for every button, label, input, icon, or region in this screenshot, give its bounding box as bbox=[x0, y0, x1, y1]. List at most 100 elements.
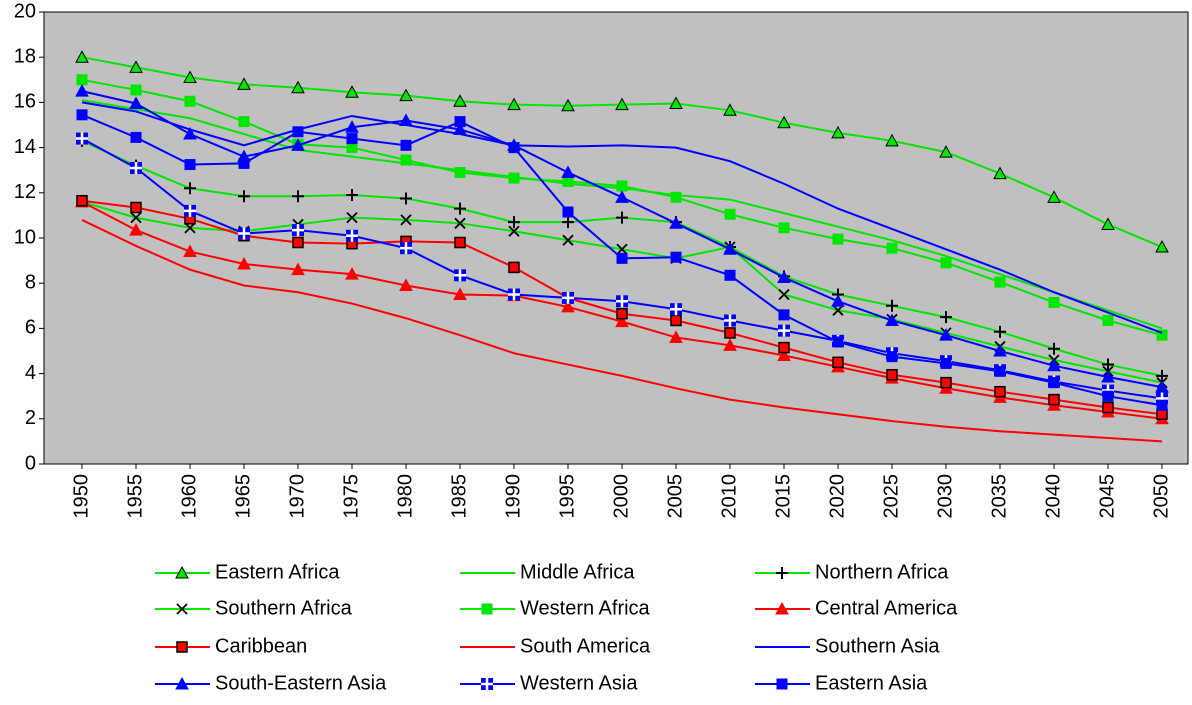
marker bbox=[616, 295, 628, 308]
marker bbox=[562, 206, 574, 218]
marker bbox=[130, 84, 142, 96]
marker bbox=[1155, 239, 1169, 253]
marker bbox=[129, 96, 143, 110]
marker bbox=[508, 225, 520, 237]
marker bbox=[831, 125, 845, 139]
marker bbox=[291, 138, 305, 151]
series bbox=[76, 134, 1168, 382]
marker-part bbox=[454, 269, 466, 282]
marker bbox=[670, 191, 682, 203]
marker bbox=[292, 224, 304, 237]
marker-part bbox=[616, 295, 628, 308]
marker bbox=[184, 204, 196, 217]
marker-part bbox=[670, 303, 682, 316]
legend-item: Eastern Asia bbox=[755, 672, 928, 694]
marker bbox=[346, 142, 358, 154]
legend-label: Eastern Africa bbox=[215, 561, 340, 583]
marker bbox=[400, 242, 412, 255]
marker bbox=[346, 229, 358, 242]
marker-part bbox=[130, 161, 142, 174]
marker bbox=[561, 98, 575, 112]
y-tick-label: 6 bbox=[25, 317, 36, 339]
marker bbox=[723, 103, 737, 116]
marker bbox=[454, 116, 466, 128]
marker bbox=[130, 212, 142, 224]
x-tick-label: 2020 bbox=[826, 474, 848, 519]
marker bbox=[831, 294, 845, 307]
marker bbox=[669, 96, 683, 110]
marker bbox=[76, 74, 88, 86]
marker bbox=[346, 212, 358, 224]
marker bbox=[1156, 399, 1168, 411]
legend-label: Middle Africa bbox=[520, 561, 635, 583]
legend-label: Western Asia bbox=[520, 672, 638, 694]
marker bbox=[723, 338, 737, 351]
x-tick-label: 2025 bbox=[880, 474, 902, 519]
series-line bbox=[81, 219, 1163, 443]
y-tick-label: 0 bbox=[25, 452, 36, 474]
marker bbox=[508, 142, 520, 154]
series bbox=[75, 50, 1169, 253]
marker bbox=[129, 60, 143, 73]
legend-item: Middle Africa bbox=[460, 561, 635, 583]
marker bbox=[832, 356, 844, 369]
marker bbox=[885, 133, 899, 147]
marker bbox=[1048, 393, 1060, 406]
marker bbox=[454, 269, 466, 282]
marker bbox=[886, 242, 898, 254]
legend-item: Southern Asia bbox=[755, 635, 940, 657]
marker bbox=[453, 122, 467, 136]
marker bbox=[778, 324, 790, 337]
marker bbox=[669, 330, 683, 343]
x-tick-label: 1965 bbox=[232, 474, 254, 519]
legend-label: South-Eastern Asia bbox=[215, 672, 387, 694]
marker-part bbox=[481, 678, 493, 690]
marker bbox=[616, 307, 628, 320]
y-tick-label: 20 bbox=[14, 0, 36, 22]
legend-item: Central America bbox=[755, 597, 958, 619]
marker bbox=[292, 236, 304, 249]
marker bbox=[723, 242, 737, 255]
marker bbox=[615, 190, 629, 203]
marker bbox=[400, 154, 412, 166]
y-tick-label: 16 bbox=[14, 91, 36, 113]
marker bbox=[183, 70, 197, 84]
marker bbox=[778, 288, 790, 301]
marker bbox=[1101, 217, 1115, 230]
marker-part bbox=[76, 132, 88, 145]
x-tick-label: 2030 bbox=[934, 474, 956, 519]
marker bbox=[76, 132, 88, 145]
series bbox=[76, 74, 1168, 341]
marker bbox=[670, 314, 682, 327]
marker bbox=[994, 276, 1006, 288]
marker bbox=[616, 243, 628, 255]
marker bbox=[238, 116, 250, 128]
marker bbox=[508, 261, 520, 274]
marker bbox=[724, 269, 736, 281]
series bbox=[81, 101, 1163, 334]
marker bbox=[1047, 190, 1061, 203]
marker bbox=[130, 201, 142, 214]
marker bbox=[940, 376, 952, 389]
marker bbox=[1047, 358, 1061, 372]
x-tick-label: 1995 bbox=[556, 474, 578, 519]
marker bbox=[1101, 369, 1115, 383]
marker bbox=[777, 348, 791, 362]
marker-part bbox=[562, 291, 574, 304]
marker bbox=[939, 328, 953, 341]
marker bbox=[615, 97, 629, 111]
marker bbox=[1155, 380, 1169, 393]
marker bbox=[75, 50, 89, 63]
legend-label: South America bbox=[520, 635, 651, 657]
marker bbox=[454, 217, 466, 229]
marker bbox=[993, 166, 1007, 180]
marker bbox=[291, 262, 305, 276]
legend-label: Northern Africa bbox=[815, 561, 949, 583]
legend-label: Western Africa bbox=[520, 597, 651, 619]
marker bbox=[939, 145, 953, 158]
series bbox=[76, 196, 1168, 389]
marker bbox=[777, 270, 791, 284]
marker bbox=[1102, 401, 1114, 414]
legend-item: South America bbox=[460, 635, 651, 657]
marker bbox=[454, 236, 466, 249]
